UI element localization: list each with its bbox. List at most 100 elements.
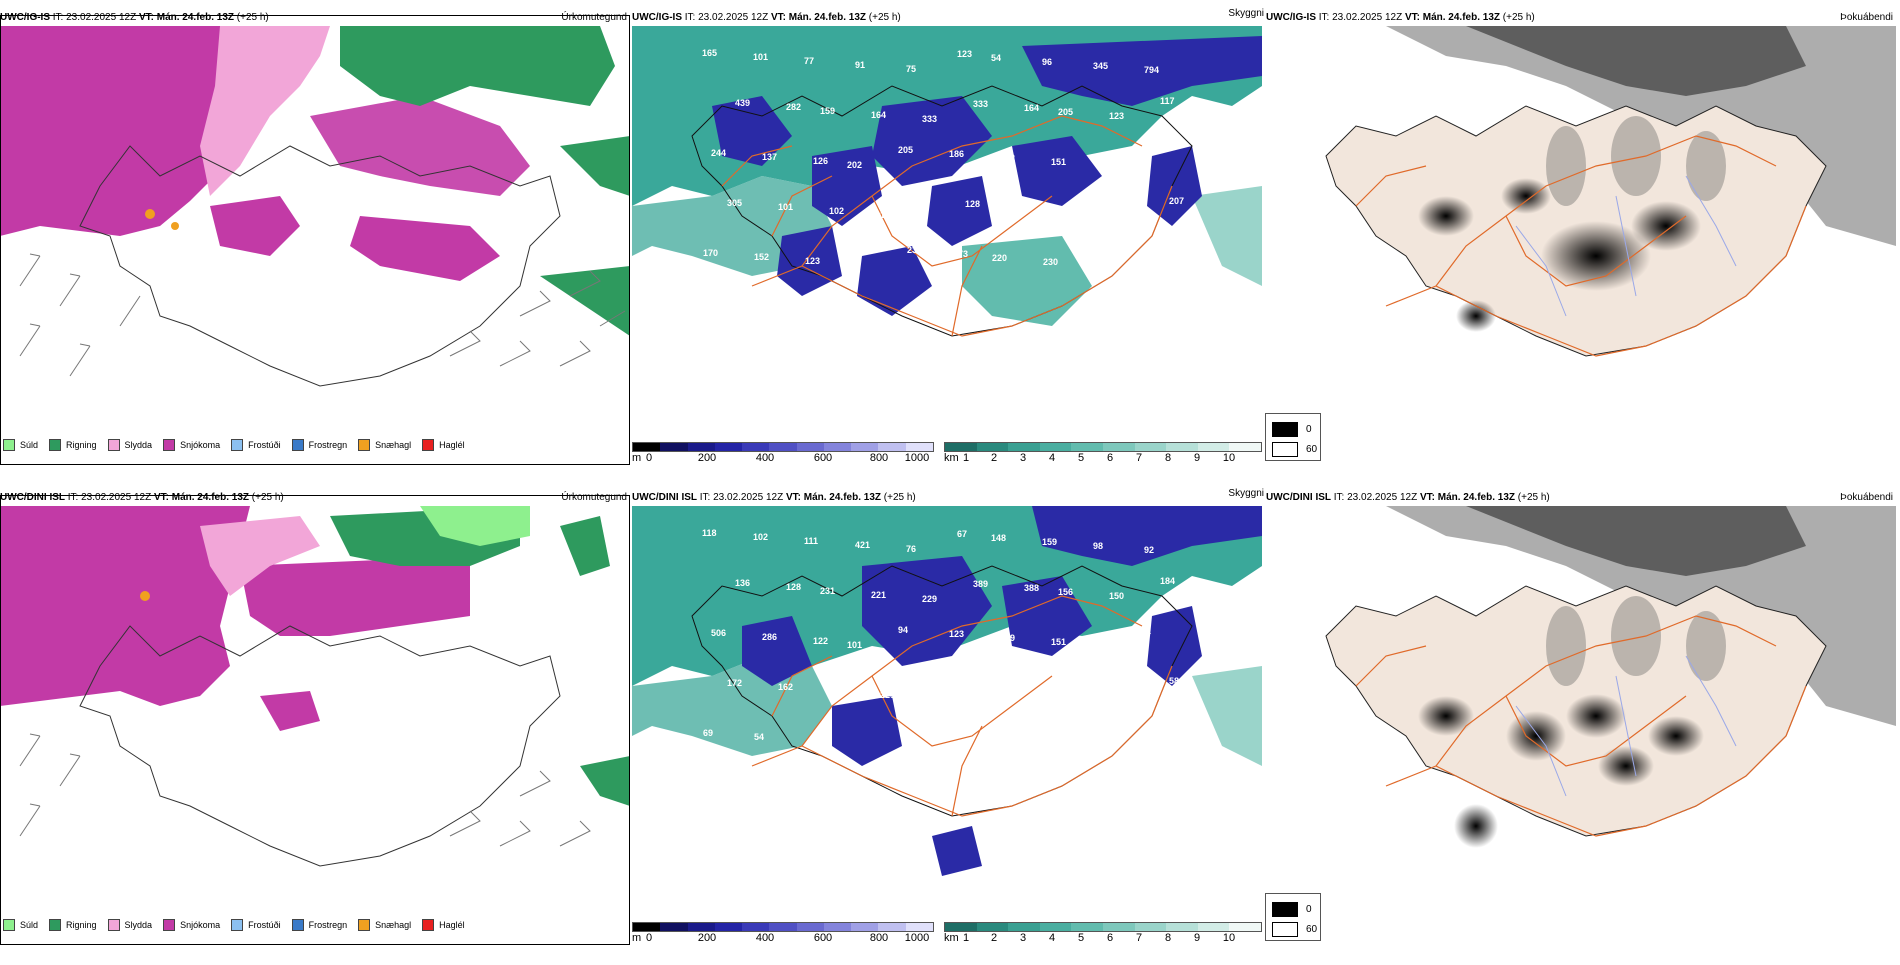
panel-title-bar: UWC/DINI ISL IT: 23.02.2025 12Z VT: Mán.… — [1266, 490, 1896, 506]
panel-title-bar: UWC/DINI ISL IT: 23.02.2025 12Z VT: Mán.… — [632, 488, 1264, 506]
cloud-base-value: 189 — [1000, 633, 1015, 643]
cloud-base-value: 159 — [820, 106, 835, 116]
cloud-base-unit: m — [632, 452, 642, 464]
cloud-base-value: 152 — [754, 252, 769, 262]
cloud-base-value: 102 — [753, 532, 768, 542]
vt-value: Mán. 24.feb. 13Z — [1437, 492, 1515, 503]
fog-map — [1266, 26, 1896, 416]
cloud-base-value: 123 — [805, 256, 820, 266]
cloud-base-value: 219 — [914, 675, 929, 685]
colorbar-segment — [1229, 443, 1261, 451]
it-value: 23.02.2025 12Z — [713, 492, 784, 503]
tick-label: 9 — [1193, 452, 1201, 464]
cloud-base-value: 205 — [898, 145, 913, 155]
panel-title: Úrkomutegund — [561, 492, 627, 503]
colorbar-segment — [905, 443, 933, 451]
tick-label: 400 — [755, 932, 775, 944]
tick-label: 4 — [1048, 932, 1056, 944]
cloud-base-map: 118 102 111 421 76 67 148 159 98 92 136 128 231 221 22… — [632, 506, 1262, 896]
cloud-base-value: 67 — [957, 529, 967, 539]
fog-dense-area — [1418, 596, 1726, 848]
vt-value: Mán. 24.feb. 13Z — [803, 492, 881, 503]
cloud-base-value: 151 — [1051, 157, 1066, 167]
snjokoma-area — [0, 506, 470, 731]
panel-title: Úrkomutegund — [561, 12, 627, 23]
cloud-base-labels: 118 102 111 421 76 67 148 159 98 92 136 128 231 221 22… — [702, 528, 1179, 742]
cloud-base-value: 75 — [906, 64, 916, 74]
vt-label: VT: — [1419, 492, 1435, 503]
sudl-area — [420, 506, 530, 546]
cloud-base-value: 69 — [703, 728, 713, 738]
road-network — [751, 595, 1173, 817]
river-network — [1515, 655, 1737, 797]
vt-value: Mán. 24.feb. 13Z — [156, 12, 234, 23]
cloud-base-value: 345 — [1093, 61, 1108, 71]
tick-label: 0 — [645, 452, 653, 464]
colorbar-segment — [1039, 923, 1072, 931]
cloud-base-value: 438 — [1145, 246, 1160, 256]
colorbar-segment — [769, 923, 797, 931]
it-label: IT: — [1333, 492, 1345, 503]
road-network — [721, 115, 1173, 337]
colorbar-segment — [660, 443, 688, 451]
panel-title: Skyggni — [1228, 8, 1264, 19]
tick-label: 8 — [1164, 452, 1172, 464]
visibility-unit: km — [944, 452, 959, 464]
legend-item-frostregn: Frostregn — [291, 919, 347, 931]
cloud-base-value: 794 — [1144, 65, 1159, 75]
cloud-base-panel-row2: UWC/DINI ISL IT: 23.02.2025 12Z VT: Mán.… — [632, 488, 1264, 965]
fog-panel-row2: UWC/DINI ISL IT: 23.02.2025 12Z VT: Mán.… — [1266, 490, 1896, 965]
tick-label: 6 — [1106, 452, 1114, 464]
cloud-base-value: 136 — [735, 578, 750, 588]
colorbar-segment — [1229, 923, 1261, 931]
cloud-base-value: 302 — [1118, 672, 1133, 682]
legend-item-snjokoma: Snjókoma — [163, 919, 220, 931]
model-name: UWC/DINI ISL — [632, 492, 697, 503]
model-name: UWC/DINI ISL — [1266, 492, 1331, 503]
colorbar-segment — [823, 443, 852, 451]
it-value: 23.02.2025 12Z — [81, 492, 152, 503]
cloud-base-value: 389 — [973, 579, 988, 589]
it-value: 23.02.2025 12Z — [66, 12, 137, 23]
low-cloud-area — [712, 36, 1262, 316]
it-label: IT: — [699, 492, 711, 503]
tick-label: 10 — [1222, 932, 1236, 944]
tick-label: 600 — [813, 932, 833, 944]
it-label: IT: — [67, 492, 79, 503]
cloud-base-value: 123 — [957, 49, 972, 59]
cloud-base-value: 202 — [847, 160, 862, 170]
colorbar-segment — [796, 443, 824, 451]
tick-label: 0 — [645, 932, 653, 944]
cloud-base-value: 421 — [855, 540, 870, 550]
colorbar-segment — [1071, 443, 1103, 451]
cloud-base-value: 126 — [813, 156, 828, 166]
cloud-base-value: 388 — [1024, 583, 1039, 593]
cloud-base-value: 205 — [1058, 107, 1073, 117]
legend-item-rigning: Rigning — [49, 919, 97, 931]
colorbar-segment — [1197, 443, 1230, 451]
colorbar-segment — [660, 923, 688, 931]
it-label: IT: — [1318, 12, 1330, 23]
cloud-base-value: 439 — [735, 98, 750, 108]
colorbar-segment — [1166, 443, 1198, 451]
tick-label: 800 — [869, 932, 889, 944]
cloud-base-value: 305 — [727, 198, 742, 208]
cloud-base-value: 162 — [778, 682, 793, 692]
cloud-base-value: 333 — [973, 99, 988, 109]
cloud-base-value: 151 — [1051, 637, 1066, 647]
colorbar-segment — [976, 443, 1009, 451]
cloud-base-value: 101 — [847, 640, 862, 650]
cloud-base-value: 107 — [965, 679, 980, 689]
cloud-base-value: 118 — [702, 528, 717, 538]
cloud-base-colorbar: m 0 200 400 600 800 1000 — [632, 442, 944, 470]
cloud-base-value: 101 — [753, 52, 768, 62]
fog-dense-area — [1418, 116, 1726, 332]
colorbar-segment — [714, 443, 743, 451]
cloud-base-value: 88 — [736, 298, 746, 308]
model-name: UWC/IG-IS — [0, 12, 50, 23]
cloud-base-value: 221 — [871, 590, 886, 600]
tick-label: 200 — [697, 932, 717, 944]
cloud-base-map: 165 101 77 91 75 123 54 96 345 794 439 282 159 164 333… — [632, 26, 1262, 416]
colorbar-segment — [633, 923, 661, 931]
cloud-base-value: 73 — [958, 249, 968, 259]
